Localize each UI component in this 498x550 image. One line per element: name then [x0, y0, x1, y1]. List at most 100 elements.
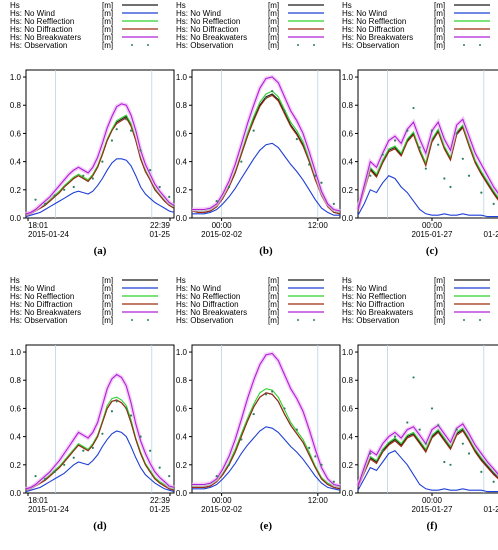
observation-point [381, 449, 384, 452]
plot-area [357, 344, 498, 494]
series-line [357, 123, 498, 212]
observation-point [63, 188, 66, 191]
legend-label: Hs: No Breakwaters [10, 33, 81, 42]
x-tick-label: 00:00 [422, 496, 443, 505]
panel-label: (d) [93, 520, 107, 532]
observation-point [215, 474, 218, 478]
legend-label: Hs: No Breakwaters [10, 308, 81, 317]
series-line [357, 430, 498, 488]
legend-unit: [m] [268, 276, 279, 285]
y-tick-label: 0.6 [10, 129, 22, 138]
x-tick-label: 22:39 [150, 221, 171, 230]
series-line [192, 392, 341, 490]
y-tick-label: 0.0 [342, 214, 354, 223]
legend-label: Hs: No Refflection [10, 292, 74, 301]
observation-point [412, 376, 415, 379]
observation-point [369, 452, 372, 455]
observation-point [240, 438, 243, 441]
chart-panel-2: Hs [m] Hs: No Wind [m] Hs: No Refflection [m]… [176, 1, 341, 257]
observation-point [125, 118, 128, 121]
legend-label: Hs: Observation [342, 316, 399, 325]
observation-point [430, 407, 434, 410]
observation-point [369, 174, 372, 177]
legend-unit: [m] [434, 276, 445, 285]
legend-label: Hs: No Diffraction [176, 25, 239, 34]
chart-panel-6: Hs [m] Hs: No Wind [m] Hs: No Refflection [m]… [342, 276, 498, 532]
observation-point [320, 181, 323, 184]
observation-point [264, 97, 268, 100]
legend: Hs [m] Hs: No Wind [m] Hs: No Refflection [m]… [342, 1, 490, 50]
series-line [25, 430, 175, 493]
legend-unit: [m] [102, 316, 113, 325]
observation-point [149, 449, 152, 452]
y-tick-label: 1.0 [176, 73, 188, 82]
y-tick-label: 0.8 [176, 376, 188, 385]
observation-point [283, 407, 286, 410]
legend-dot [479, 319, 481, 321]
x-tick-label: 2015-02-02 [201, 505, 242, 514]
x-tick-label: 00:00 [422, 221, 443, 230]
observation-point [320, 463, 323, 466]
legend-dot [297, 319, 299, 321]
legend-label: Hs: No Refflection [342, 17, 406, 26]
observation-point [227, 185, 231, 189]
observation-point [271, 390, 274, 393]
observation-point [110, 139, 114, 142]
chart-panel-1: Hs [m] Hs: No Wind [m] Hs: No Refflection [m]… [10, 1, 176, 257]
legend-dot [147, 319, 149, 321]
y-tick-label: 0.4 [176, 433, 188, 442]
observation-point [129, 414, 133, 417]
legend-unit: [m] [102, 41, 113, 50]
observation-point [168, 474, 171, 478]
legend-dot [313, 44, 315, 46]
legend-dot [131, 319, 133, 321]
legend-dot [463, 44, 465, 46]
series-line [192, 76, 341, 212]
x-tick-label: 2015-01-24 [28, 230, 69, 239]
y-tick-label: 0.6 [10, 404, 22, 413]
y-tick-label: 0.2 [176, 461, 188, 470]
observation-point [63, 463, 66, 466]
observation-point [461, 157, 464, 160]
legend-label: Hs [342, 276, 352, 285]
legend-dot [479, 44, 481, 46]
series-line [357, 126, 498, 212]
observation-point [53, 470, 56, 473]
observation-point [492, 480, 495, 483]
y-tick-label: 0.0 [342, 489, 354, 498]
observation-point [443, 460, 446, 464]
series-line [192, 352, 341, 487]
legend-unit: [m] [268, 1, 279, 10]
x-tick-label: 2015-02-02 [201, 230, 242, 239]
legend-dot [313, 319, 315, 321]
observation-point [283, 109, 286, 112]
legend-unit: [m] [102, 17, 113, 26]
legend-label: Hs: Observation [176, 41, 233, 50]
panel-label: (a) [94, 245, 107, 257]
y-tick-label: 0.4 [176, 158, 188, 167]
legend-unit: [m] [434, 41, 445, 50]
observation-point [264, 393, 268, 396]
x-tick-label: 18:01 [28, 221, 49, 230]
observation-point [215, 199, 218, 203]
y-tick-label: 0.8 [10, 101, 22, 110]
x-tick-label: 01-25 [150, 505, 171, 514]
legend-label: Hs: No Diffraction [10, 300, 73, 309]
y-tick-label: 1.0 [176, 348, 188, 357]
observation-point [332, 480, 335, 483]
x-tick-label: 01-25 [150, 230, 171, 239]
legend-unit: [m] [434, 300, 445, 309]
observation-point [430, 129, 434, 132]
legend-unit: [m] [102, 276, 113, 285]
observation-point [314, 455, 317, 458]
legend-label: Hs: No Breakwaters [342, 33, 413, 42]
observation-point [437, 424, 440, 427]
y-tick-label: 0.6 [342, 404, 354, 413]
x-tick-label: 2015-01-27 [412, 230, 453, 239]
legend-label: Hs [176, 276, 186, 285]
legend-label: Hs: No Refflection [176, 17, 240, 26]
observation-point [110, 410, 114, 413]
observation-point [252, 129, 255, 132]
legend-dot [131, 44, 133, 46]
legend-unit: [m] [434, 292, 445, 301]
